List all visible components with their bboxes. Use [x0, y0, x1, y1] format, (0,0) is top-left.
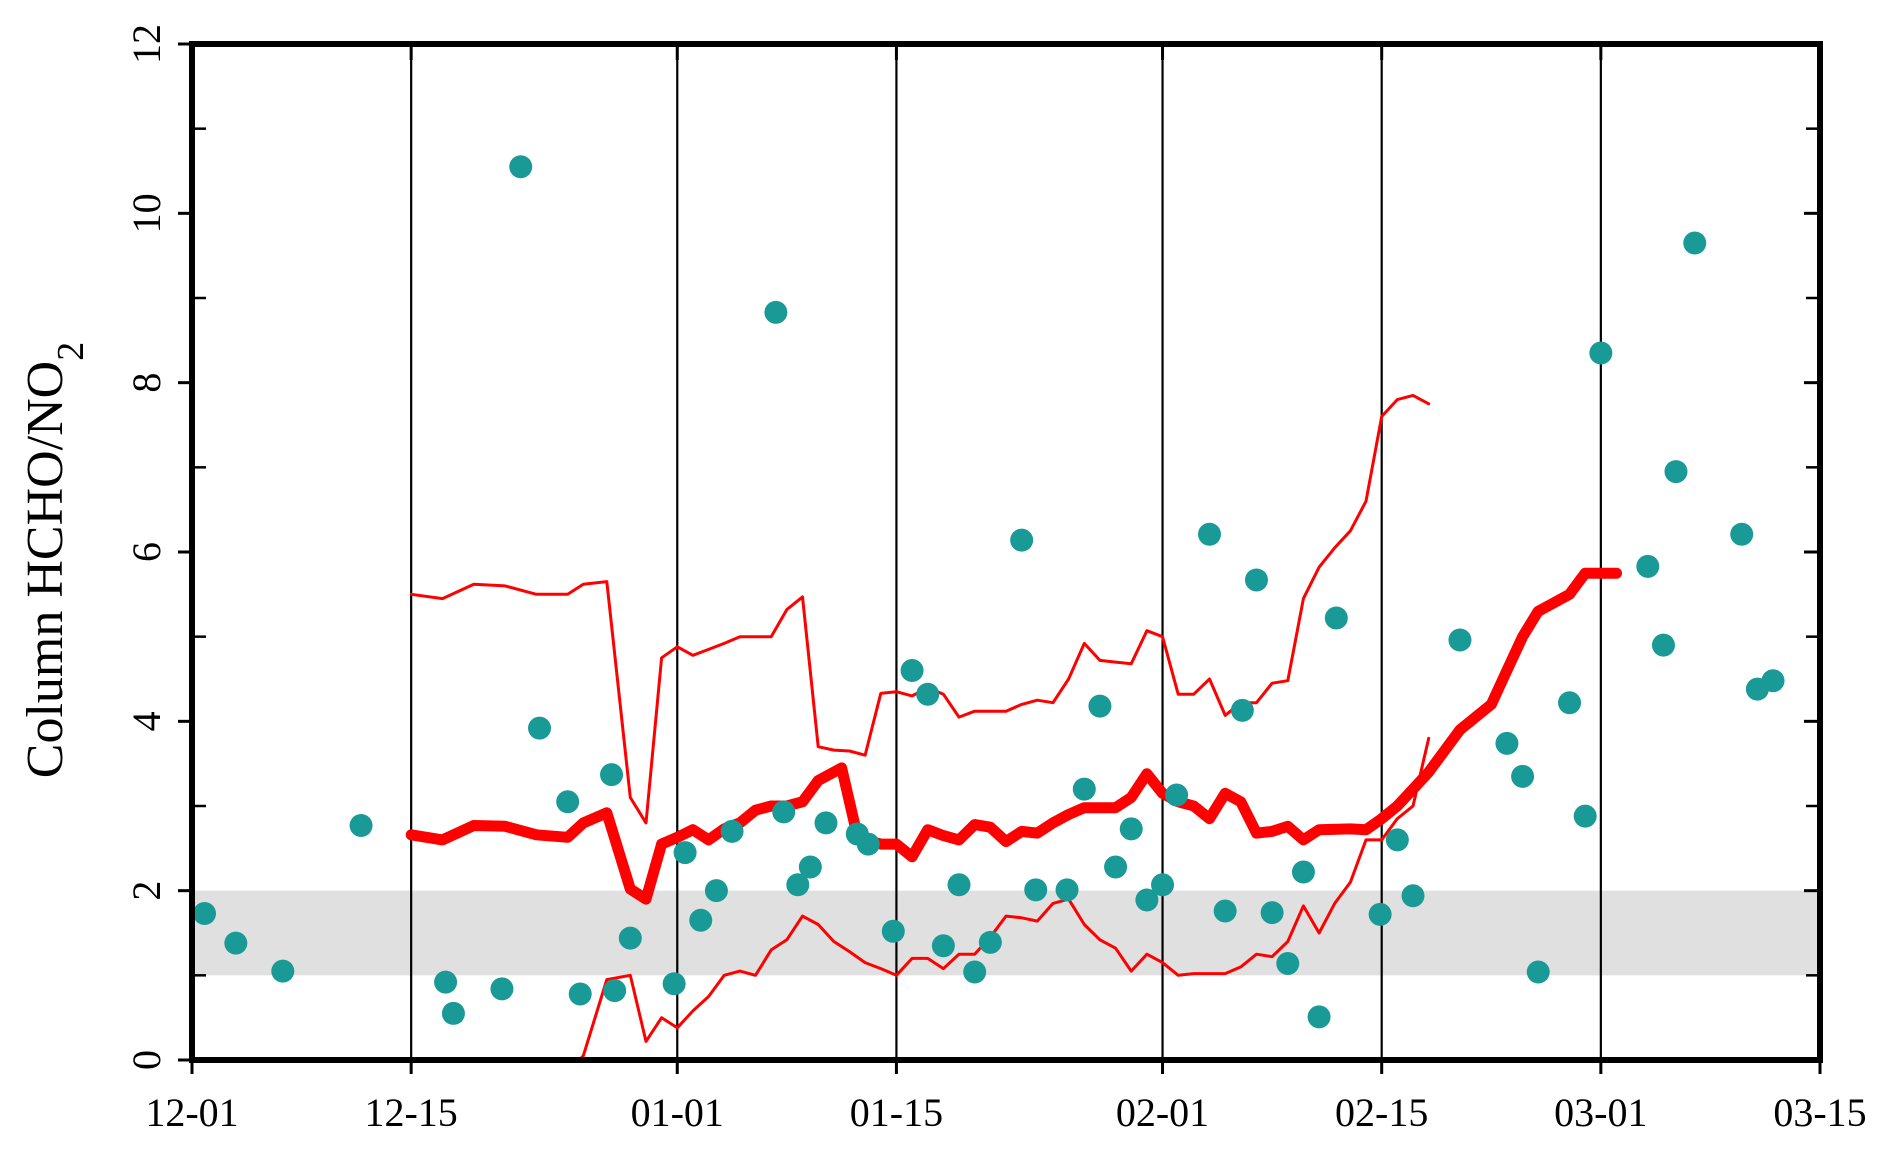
- data-point: [1324, 606, 1348, 630]
- data-point: [1636, 554, 1660, 578]
- x-tick-label: 01-15: [850, 1090, 943, 1135]
- data-point: [814, 811, 838, 835]
- data-point: [600, 763, 624, 787]
- data-point: [900, 659, 924, 683]
- data-point: [1055, 878, 1079, 902]
- data-point: [931, 934, 955, 958]
- data-point: [1088, 694, 1112, 718]
- y-tick-label: 10: [124, 193, 169, 233]
- data-point: [509, 155, 533, 179]
- data-point: [434, 970, 458, 994]
- data-point: [1511, 764, 1535, 788]
- data-point: [1230, 698, 1254, 722]
- y-tick-label: 12: [124, 24, 169, 64]
- data-point: [1573, 804, 1597, 828]
- x-tick-label: 01-01: [631, 1090, 724, 1135]
- data-point: [856, 832, 880, 856]
- data-point: [1651, 633, 1675, 657]
- line-series: [405, 393, 1622, 1060]
- data-point: [978, 930, 1002, 954]
- data-point: [1558, 691, 1582, 715]
- data-point: [1664, 460, 1688, 484]
- data-point: [662, 972, 686, 996]
- vertical-gridlines: [410, 44, 1602, 1060]
- data-point: [764, 300, 788, 324]
- data-point: [947, 873, 971, 897]
- x-tick-label: 12-01: [145, 1090, 238, 1135]
- x-tick-label: 03-15: [1773, 1090, 1866, 1135]
- data-point: [963, 960, 987, 984]
- y-axis-title: Column HCHO/NO2: [17, 342, 92, 778]
- data-point: [772, 800, 796, 824]
- y-tick-label: 6: [124, 542, 169, 562]
- data-point: [1119, 817, 1143, 841]
- data-point: [193, 902, 217, 926]
- data-point: [1072, 777, 1096, 801]
- bound-line: [409, 393, 1431, 825]
- data-point: [720, 819, 744, 843]
- point-series: [193, 155, 1785, 1029]
- bound-line: [577, 736, 1431, 1060]
- y-tick-label: 8: [124, 373, 169, 393]
- data-point: [1165, 783, 1189, 807]
- data-point: [1151, 873, 1175, 897]
- data-point: [1761, 669, 1785, 693]
- data-point: [1448, 628, 1472, 652]
- data-point: [528, 716, 552, 740]
- data-point: [1135, 888, 1159, 912]
- data-point: [603, 979, 627, 1003]
- data-point: [271, 959, 295, 983]
- data-point: [1401, 884, 1425, 908]
- data-point: [673, 841, 697, 865]
- x-tick-label: 02-15: [1335, 1090, 1428, 1135]
- data-point: [556, 790, 580, 814]
- data-point: [798, 855, 822, 879]
- data-point: [224, 931, 248, 955]
- data-point: [1291, 860, 1315, 884]
- data-point: [1104, 855, 1128, 879]
- data-point: [618, 926, 642, 950]
- data-point: [1495, 731, 1519, 755]
- data-point: [490, 977, 514, 1001]
- data-point: [881, 919, 905, 943]
- data-point: [1276, 951, 1300, 975]
- data-point: [1526, 960, 1550, 984]
- data-point: [1730, 522, 1754, 546]
- y-tick-label: 0: [124, 1050, 169, 1070]
- data-point: [568, 982, 592, 1006]
- data-point: [1307, 1005, 1331, 1029]
- x-tick-labels: 12-01 12-15 01-01 01-15 02-01 02-15 03-01 03-15: [145, 1090, 1866, 1135]
- x-tick-label: 02-01: [1116, 1090, 1209, 1135]
- x-tick-label: 12-15: [364, 1090, 457, 1135]
- data-point: [689, 908, 713, 932]
- data-point: [916, 682, 940, 706]
- y-tick-labels: 0 2 4 6 8 10 12: [124, 24, 169, 1070]
- data-point: [441, 1001, 465, 1025]
- data-point: [1024, 878, 1048, 902]
- data-point: [349, 813, 373, 837]
- data-point: [1368, 902, 1392, 926]
- data-point: [1213, 899, 1237, 923]
- y-tick-label: 2: [124, 881, 169, 901]
- data-point: [1589, 341, 1613, 365]
- data-point: [704, 879, 728, 903]
- median-line: [405, 567, 1622, 905]
- data-point: [1010, 528, 1034, 552]
- data-point: [786, 873, 810, 897]
- y-tick-label: 4: [124, 711, 169, 731]
- data-point: [1385, 828, 1409, 852]
- data-point: [1244, 568, 1268, 592]
- data-point: [1198, 522, 1221, 546]
- shaded-band: [192, 890, 1820, 976]
- data-point: [1683, 231, 1707, 255]
- data-point: [1260, 901, 1284, 925]
- x-tick-label: 03-01: [1554, 1090, 1647, 1135]
- plot-frame: [189, 41, 1823, 1063]
